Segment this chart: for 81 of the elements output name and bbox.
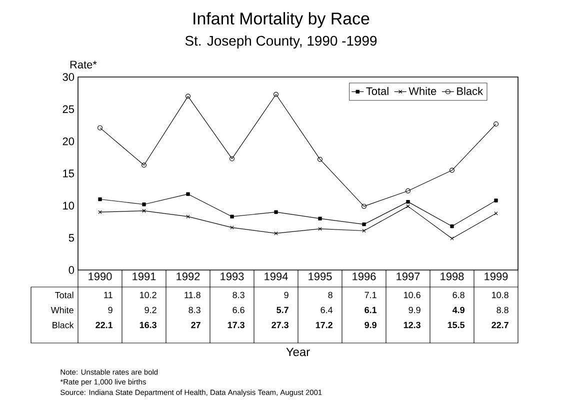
point: [274, 92, 278, 97]
data-label: 11.8: [184, 292, 200, 298]
point: [362, 204, 366, 209]
data-label: 8.3: [188, 306, 200, 314]
data-label: 15.5: [448, 322, 465, 328]
chart-subtitle: St. Joseph County, 1990 -1999: [185, 35, 377, 48]
point: [318, 226, 322, 231]
data-label: 17.2: [316, 322, 332, 328]
data-label: 6.6: [232, 306, 244, 314]
x-tick-label: 1990: [88, 272, 112, 280]
x-tick-label: 1992: [176, 272, 200, 280]
x-tick-label: 1993: [220, 272, 244, 280]
legend-label: White: [408, 86, 436, 96]
data-label: 9.2: [144, 306, 156, 314]
data-label: 9.9: [364, 322, 376, 328]
data-label: 27: [191, 322, 200, 328]
point: [362, 228, 366, 233]
point: [186, 214, 190, 218]
point: [406, 204, 410, 208]
point: [186, 192, 190, 196]
data-label: 10.8: [492, 292, 508, 298]
data-label: 6.8: [452, 292, 464, 298]
data-label: 8.8: [496, 306, 508, 314]
x-tick-label: 1994: [264, 272, 288, 280]
point: [450, 168, 455, 173]
data-label: 11: [104, 292, 112, 298]
point: [142, 202, 146, 206]
x-tick-label: 1996: [352, 272, 376, 280]
x-tick-label: 1997: [396, 272, 420, 280]
legend-label: Black: [457, 86, 484, 96]
data-label: 4.9: [452, 306, 464, 314]
y-tick-label: 10: [63, 202, 74, 210]
y-tick-label: 30: [62, 73, 74, 81]
data-label: 6.1: [364, 306, 377, 314]
data-label: 17.3: [228, 322, 244, 328]
point: [230, 156, 234, 162]
text: Total: [55, 292, 74, 298]
point: [318, 156, 322, 162]
x-tick-label: 1998: [440, 272, 464, 280]
point: [274, 231, 278, 236]
data-label: 10.2: [140, 292, 156, 298]
point: [186, 94, 190, 99]
data-label: 8: [328, 292, 332, 298]
data-label: 9.9: [408, 306, 420, 314]
y-tick-label: 20: [62, 137, 74, 146]
point: [450, 224, 454, 228]
y-tick-label: 15: [63, 170, 74, 178]
point: [142, 208, 146, 213]
y-tick-label: 5: [68, 234, 74, 242]
text: White: [50, 306, 74, 314]
y-axis-title: Rate*: [70, 60, 97, 68]
data-label: 6.4: [320, 306, 333, 314]
text: Black: [52, 322, 74, 328]
data-label: 12.3: [404, 322, 420, 328]
point: [494, 198, 498, 202]
point: [406, 188, 411, 194]
data-label: 5.7: [276, 306, 288, 314]
data-label: 8.3: [232, 292, 244, 298]
data-label: 27.3: [272, 322, 288, 328]
data-label: 16.3: [140, 322, 156, 328]
x-tick-label: 1991: [132, 272, 156, 280]
y-tick-label: 0: [68, 266, 74, 274]
data-label: 7.1: [364, 292, 376, 298]
point: [98, 197, 102, 202]
point: [230, 214, 234, 218]
data-label: 10.6: [404, 292, 420, 298]
text: Year: [286, 348, 310, 356]
point: [362, 222, 366, 226]
y-tick-label: 25: [62, 105, 74, 114]
point: [318, 216, 322, 220]
x-tick-label: 1995: [308, 272, 332, 280]
data-label: 22.1: [96, 322, 113, 328]
point: [406, 200, 410, 204]
chart-title: Infant Mortality by Race: [194, 12, 370, 28]
data-label: 9: [284, 292, 288, 298]
point: [142, 162, 146, 168]
point: [274, 210, 278, 214]
data-label: 22.7: [492, 322, 508, 328]
x-tick-label: 1999: [484, 272, 508, 280]
legend-label: Total: [366, 86, 388, 96]
data-label: 9: [108, 306, 112, 314]
